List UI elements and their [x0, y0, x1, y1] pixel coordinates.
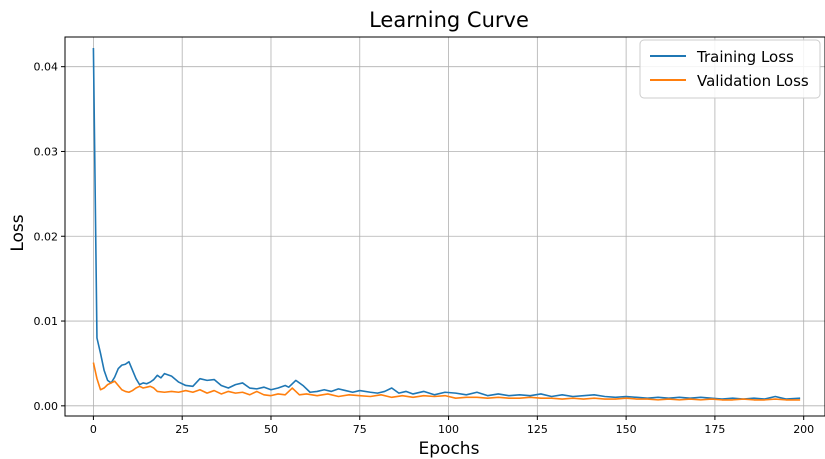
grid-lines: [65, 37, 825, 416]
y-tick-label: 0.01: [34, 315, 59, 328]
series-line-validation-loss: [92, 362, 801, 401]
y-tick-label: 0.00: [34, 400, 59, 413]
x-tick-label: 25: [175, 423, 189, 436]
series-lines: [92, 48, 801, 401]
y-axis-label: Loss: [8, 214, 28, 251]
series-line-training-loss: [92, 48, 801, 400]
y-tick-label: 0.04: [34, 61, 59, 74]
y-tick-label: 0.02: [34, 230, 59, 243]
x-tick-label: 0: [90, 423, 97, 436]
legend-label-validation: Validation Loss: [697, 72, 809, 90]
x-tick-label: 175: [704, 423, 725, 436]
legend-box: [639, 39, 821, 99]
x-tick-label: 50: [264, 423, 278, 436]
legend: Training Loss Validation Loss: [639, 39, 821, 99]
axis-ticks: 0 25 50 75 100 125 150 175 200 0.00 0.01 0.02 0.03 0.…: [34, 61, 815, 436]
plot-area: [65, 37, 825, 416]
chart-title: Learning Curve: [369, 8, 529, 32]
plot-frame: [64, 36, 825, 417]
x-axis-label: Epochs: [419, 439, 480, 459]
x-tick-label: 100: [438, 423, 459, 436]
legend-label-training: Training Loss: [696, 48, 794, 66]
x-tick-label: 75: [353, 423, 367, 436]
y-tick-label: 0.03: [34, 145, 59, 158]
x-tick-label: 125: [527, 423, 548, 436]
x-tick-label: 150: [616, 423, 637, 436]
x-tick-label: 200: [793, 423, 814, 436]
